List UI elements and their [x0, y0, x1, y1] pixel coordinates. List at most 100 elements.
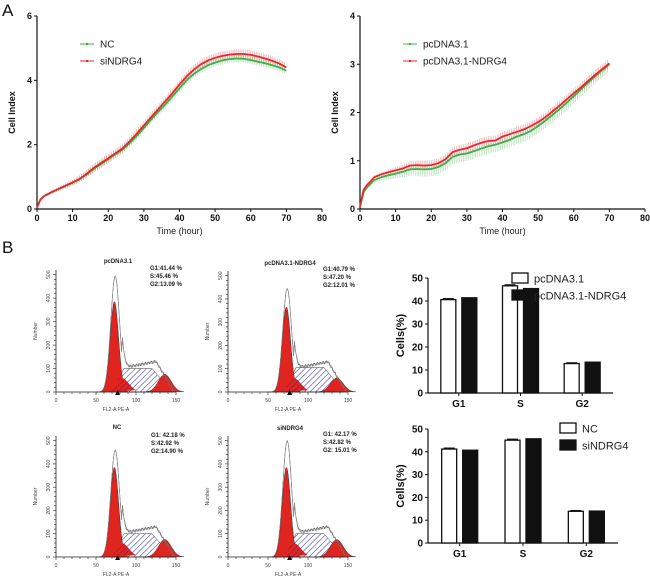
y-tick-label: 4: [27, 75, 32, 85]
g2-percentage: G2:13.09 %: [150, 282, 183, 288]
histogram-title: NC: [113, 425, 122, 431]
flow-histogram-pcdna3-1: 0 50 100 150 0 100 200 300 400 500 Number FL2-A PE-…: [33, 259, 185, 413]
g1-percentage: G1:40.79 %: [323, 267, 356, 273]
y-tick-label: 2: [350, 108, 355, 118]
bar-g2-control: [567, 510, 584, 544]
x-axis-label: Time (hour): [156, 226, 202, 236]
x-tick-label: 150: [172, 563, 181, 569]
s-percentage: S:45.46 %: [150, 274, 179, 280]
x-tick-label: 0: [55, 563, 58, 569]
error-bars-pcdna3-1-ndrg4: [359, 59, 608, 208]
g2-peak: [315, 377, 357, 393]
gate-marker-icon: [115, 555, 121, 560]
x-tick-label: 30: [139, 213, 149, 223]
histogram-envelope-fit: [96, 449, 176, 558]
bar-s-treatment: [522, 287, 540, 394]
x-tick-label: 60: [569, 213, 579, 223]
legend-swatch: [559, 439, 577, 451]
y-tick-label: 500: [218, 436, 224, 445]
y-axis-label: Cell Index: [330, 91, 340, 134]
legend-label: pcDNA3.1: [423, 40, 469, 51]
y-axis-label: Number: [205, 322, 211, 340]
x-tick-label: 150: [172, 398, 181, 404]
y-tick-label: 300: [218, 318, 224, 327]
x-tick-label: 50: [265, 563, 271, 569]
x-tick-label: 20: [103, 213, 113, 223]
x-tick-label: 10: [391, 213, 401, 223]
x-tick-label: 100: [132, 563, 141, 569]
histogram-title: siNDRG4: [277, 426, 304, 432]
x-tick-label: 50: [210, 213, 220, 223]
x-tick-label: 50: [93, 398, 99, 404]
y-axis-label: Number: [33, 487, 39, 505]
x-tick-label: G1: [453, 549, 467, 560]
y-tick-label: 6: [27, 11, 32, 21]
y-tick-label: 200: [46, 341, 52, 350]
error-bars-pcdna3-1: [359, 63, 608, 208]
g1-percentage: G1: 42.18 %: [151, 433, 185, 439]
legend-marker: [409, 60, 411, 62]
y-tick-label: 200: [46, 506, 52, 515]
x-tick-label: S: [517, 399, 524, 410]
histogram-envelope-fit: [268, 440, 348, 558]
x-axis-label: FL2-A PE-A: [103, 407, 130, 413]
panel-label-a: A: [2, 1, 14, 20]
y-tick-label: 20: [412, 493, 424, 504]
y-tick-label: 100: [46, 364, 52, 373]
y-tick-label: 0: [46, 555, 52, 558]
x-axis-label: FL2-A PE-A: [275, 407, 302, 413]
legend-label: NC: [100, 40, 114, 51]
x-tick-label: 0: [227, 563, 230, 569]
series-line-pcdna3-1-ndrg4: [359, 62, 610, 207]
legend-label: pcDNA3.1: [534, 274, 584, 286]
x-tick-label: G1: [452, 399, 466, 410]
series-line-sindrg4: [36, 53, 287, 208]
x-tick-label: 40: [497, 213, 507, 223]
bar-s-control: [504, 439, 521, 544]
y-tick-label: 0: [46, 390, 52, 393]
y-tick-label: 100: [46, 529, 52, 538]
y-tick-label: 0: [350, 204, 355, 214]
gate-marker-icon: [287, 390, 293, 395]
histogram-envelope-fit: [96, 275, 176, 393]
x-tick-label: G2: [575, 399, 589, 410]
y-tick-label: 4: [350, 11, 355, 21]
gate-marker-icon: [115, 390, 121, 395]
overlap-area: [284, 378, 308, 392]
x-tick-label: 30: [462, 213, 472, 223]
histogram-title: pcDNA3.1-NDRG4: [264, 261, 316, 267]
histogram-title: pcDNA3.1: [104, 259, 133, 265]
panel-label-b: B: [2, 238, 13, 257]
y-tick-label: 0: [27, 204, 32, 214]
y-tick-label: 400: [218, 295, 224, 304]
y-tick-label: 0: [218, 555, 224, 558]
y-tick-label: 100: [218, 364, 224, 373]
x-tick-label: 0: [357, 213, 362, 223]
x-tick-label: 80: [640, 213, 650, 223]
flow-histogram-pcdna3-1-ndrg4: 0 50 100 150 0 100 200 300 400 500 Number FL2-A PE-…: [205, 261, 357, 413]
x-tick-label: 40: [174, 213, 184, 223]
bar-g2-treatment: [584, 361, 601, 394]
bar-g1-control: [440, 298, 457, 394]
bar-g2-control: [563, 362, 580, 394]
y-tick-label: 40: [412, 447, 424, 458]
x-tick-label: 50: [265, 398, 271, 404]
bar-s-treatment: [525, 438, 542, 544]
y-tick-label: 300: [46, 317, 52, 326]
flow-histogram-nc: 0 50 100 150 0 100 200 300 400 500 Number FL2-A PE-…: [33, 425, 185, 578]
bar-chart-knockdown: 0 10 20 30 40 50 Cells(%) G1 S G2 NC siNDRG4: [395, 422, 628, 560]
x-tick-label: 80: [317, 213, 327, 223]
x-tick-label: G2: [580, 549, 594, 560]
s-percentage: S:47.20 %: [323, 275, 352, 281]
y-axis-label: Cells(%): [395, 313, 407, 357]
y-tick-label: 400: [46, 460, 52, 469]
y-tick-label: 100: [218, 529, 224, 538]
g1-percentage: G1: 42.17 %: [323, 432, 357, 438]
x-tick-label: 20: [426, 213, 436, 223]
x-tick-label: 0: [55, 398, 58, 404]
x-tick-label: 70: [604, 213, 614, 223]
g2-percentage: G2:12.01 %: [323, 283, 356, 289]
overlap-area: [284, 543, 308, 557]
g2-percentage: G2:14.90 %: [151, 449, 184, 455]
y-tick-label: 200: [218, 506, 224, 515]
